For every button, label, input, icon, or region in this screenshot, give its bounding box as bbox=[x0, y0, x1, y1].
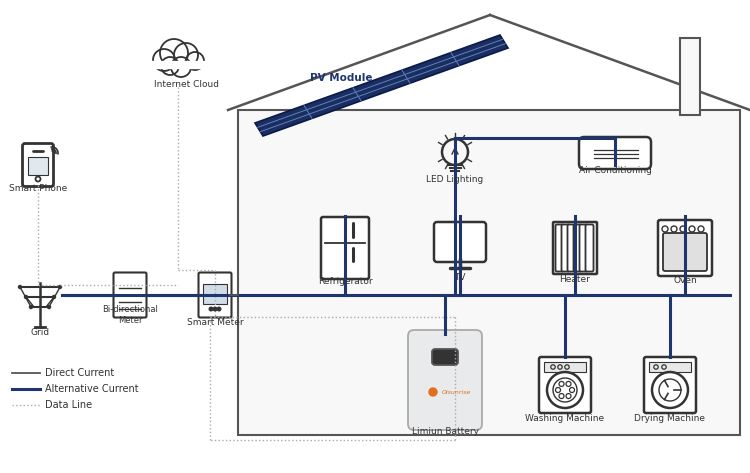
FancyBboxPatch shape bbox=[556, 225, 563, 272]
Text: Drying Machine: Drying Machine bbox=[634, 414, 706, 423]
Text: PV Module: PV Module bbox=[310, 73, 373, 83]
FancyBboxPatch shape bbox=[432, 349, 458, 365]
Text: Direct Current: Direct Current bbox=[45, 368, 114, 378]
Text: Washing Machine: Washing Machine bbox=[526, 414, 605, 423]
FancyBboxPatch shape bbox=[544, 362, 586, 372]
Text: Smart Meter: Smart Meter bbox=[187, 318, 243, 327]
Circle shape bbox=[429, 388, 437, 396]
Circle shape bbox=[174, 43, 198, 67]
Circle shape bbox=[19, 286, 22, 289]
Text: Limiun Battery: Limiun Battery bbox=[412, 427, 478, 436]
Text: Heater: Heater bbox=[560, 275, 590, 284]
FancyBboxPatch shape bbox=[408, 330, 482, 430]
Text: Internet Cloud: Internet Cloud bbox=[154, 80, 218, 89]
FancyBboxPatch shape bbox=[199, 272, 232, 317]
FancyBboxPatch shape bbox=[113, 272, 146, 317]
Text: Smart Phone: Smart Phone bbox=[9, 184, 68, 193]
Text: Grid: Grid bbox=[31, 328, 50, 337]
Circle shape bbox=[153, 49, 175, 71]
Circle shape bbox=[58, 286, 62, 289]
Text: Oven: Oven bbox=[674, 276, 697, 285]
Circle shape bbox=[29, 306, 32, 308]
FancyBboxPatch shape bbox=[663, 233, 707, 271]
FancyBboxPatch shape bbox=[539, 357, 591, 413]
Circle shape bbox=[47, 306, 50, 308]
FancyBboxPatch shape bbox=[203, 284, 227, 304]
FancyBboxPatch shape bbox=[658, 220, 712, 276]
Polygon shape bbox=[255, 35, 508, 136]
FancyBboxPatch shape bbox=[649, 362, 691, 372]
Text: Data Line: Data Line bbox=[45, 400, 92, 410]
Circle shape bbox=[161, 57, 179, 75]
FancyBboxPatch shape bbox=[562, 225, 569, 272]
Circle shape bbox=[25, 296, 28, 298]
FancyBboxPatch shape bbox=[580, 225, 587, 272]
Text: Bi-directional
Meter: Bi-directional Meter bbox=[102, 305, 158, 325]
FancyBboxPatch shape bbox=[28, 157, 48, 175]
FancyBboxPatch shape bbox=[321, 217, 369, 279]
Circle shape bbox=[213, 307, 217, 311]
FancyBboxPatch shape bbox=[644, 357, 696, 413]
FancyBboxPatch shape bbox=[586, 225, 593, 272]
Polygon shape bbox=[238, 110, 740, 435]
FancyBboxPatch shape bbox=[568, 225, 575, 272]
FancyBboxPatch shape bbox=[22, 143, 53, 186]
Text: TV: TV bbox=[454, 273, 466, 282]
FancyBboxPatch shape bbox=[579, 137, 651, 169]
Polygon shape bbox=[680, 38, 700, 115]
Text: Alternative Current: Alternative Current bbox=[45, 384, 139, 394]
FancyBboxPatch shape bbox=[434, 222, 486, 262]
Text: LED Lighting: LED Lighting bbox=[426, 175, 484, 184]
Circle shape bbox=[160, 39, 188, 67]
Circle shape bbox=[186, 52, 204, 70]
Text: Oisunrise: Oisunrise bbox=[442, 389, 471, 394]
Circle shape bbox=[171, 57, 191, 77]
Circle shape bbox=[217, 307, 220, 311]
Text: Air Conditioning: Air Conditioning bbox=[578, 166, 652, 175]
FancyBboxPatch shape bbox=[574, 225, 581, 272]
Text: Refrigerator: Refrigerator bbox=[318, 277, 372, 286]
Circle shape bbox=[53, 296, 56, 298]
Circle shape bbox=[209, 307, 213, 311]
